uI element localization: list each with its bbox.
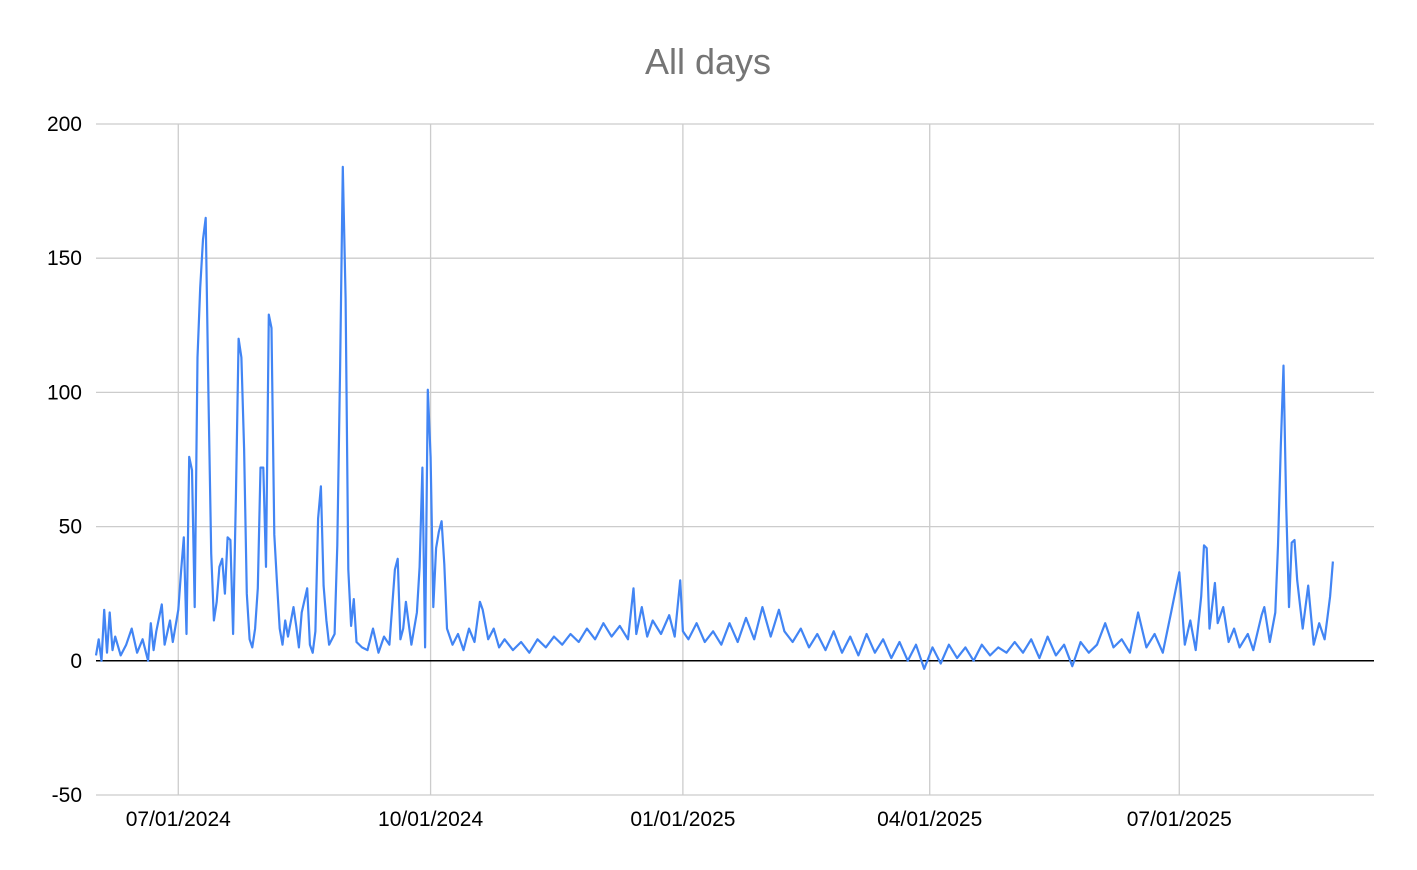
x-tick-label: 04/01/2025 — [877, 808, 982, 831]
y-tick-label: 0 — [70, 650, 82, 673]
x-axis-tick-labels: 07/01/2024 10/01/2024 01/01/2025 04/01/2025… — [126, 808, 1232, 831]
x-tick-label: 07/01/2024 — [126, 808, 231, 831]
x-tick-label: 07/01/2025 — [1127, 808, 1232, 831]
x-tick-label: 01/01/2025 — [630, 808, 735, 831]
x-gridlines — [177, 124, 1180, 795]
y-gridlines — [96, 123, 1374, 796]
y-tick-label: 150 — [47, 247, 82, 270]
y-tick-label: 200 — [47, 113, 82, 136]
series-group — [94, 165, 1334, 671]
series-line — [94, 165, 1334, 671]
y-tick-label: -50 — [52, 784, 82, 807]
y-tick-label: 100 — [47, 381, 82, 404]
y-tick-label: 50 — [59, 516, 82, 539]
y-axis-tick-labels: -50 0 50 100 150 200 — [47, 113, 82, 807]
chart-title: All days — [645, 41, 771, 82]
x-tick-label: 10/01/2024 — [378, 808, 483, 831]
